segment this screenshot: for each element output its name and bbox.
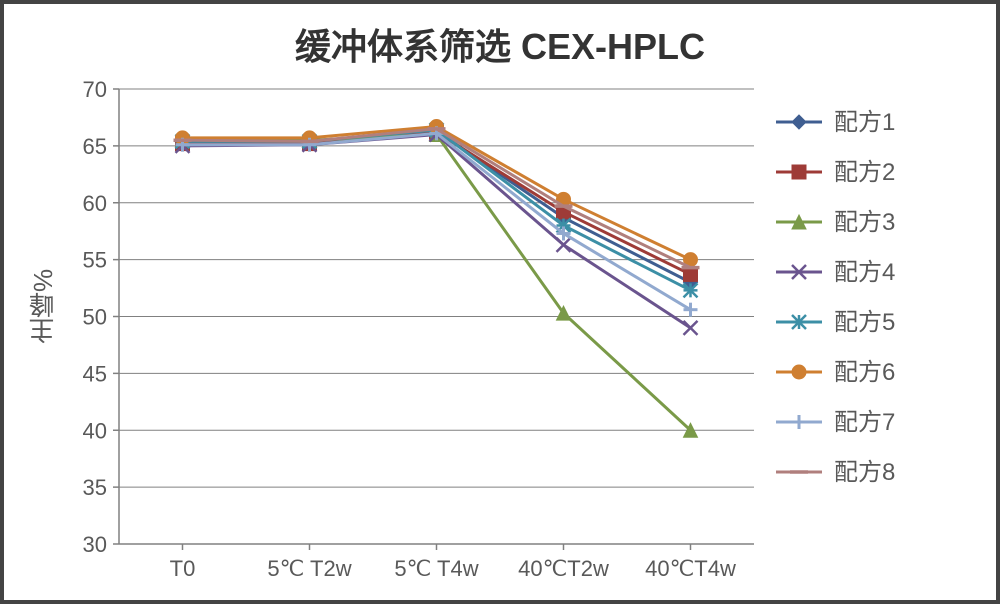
legend-label: 配方6: [834, 359, 895, 386]
y-tick-label: 60: [83, 191, 107, 216]
y-tick-label: 35: [83, 475, 107, 500]
x-tick-label: 5℃ T2w: [267, 556, 351, 581]
y-tick-label: 30: [83, 532, 107, 557]
legend-label: 配方2: [834, 159, 895, 186]
legend-label: 配方7: [834, 409, 895, 436]
y-tick-label: 65: [83, 134, 107, 159]
x-tick-label: 5℃ T4w: [394, 556, 478, 581]
x-tick-label: 40℃T2w: [518, 556, 609, 581]
series-line: [183, 129, 691, 268]
series-line: [183, 133, 691, 309]
y-tick-label: 55: [83, 248, 107, 273]
legend-label: 配方1: [834, 109, 895, 136]
y-tick-label: 50: [83, 305, 107, 330]
y-tick-label: 45: [83, 361, 107, 386]
legend-label: 配方8: [834, 459, 895, 486]
chart-plot: 30 35 40 45 50 55 60 65 70 T0 5℃ T2w 5℃ T4w 40℃T2w 40…: [4, 4, 996, 600]
legend-label: 配方4: [834, 259, 895, 286]
legend-label: 配方3: [834, 209, 895, 236]
y-tick-label: 40: [83, 418, 107, 443]
series-line: [183, 130, 691, 290]
legend-label: 配方5: [834, 309, 895, 336]
y-tick-label: 70: [83, 77, 107, 102]
x-tick-label: 40℃T4w: [645, 556, 736, 581]
chart-frame: { "chart": { "type": "line", "title": "缓…: [0, 0, 1000, 604]
series-line: [183, 135, 691, 431]
x-tick-label: T0: [170, 556, 196, 581]
